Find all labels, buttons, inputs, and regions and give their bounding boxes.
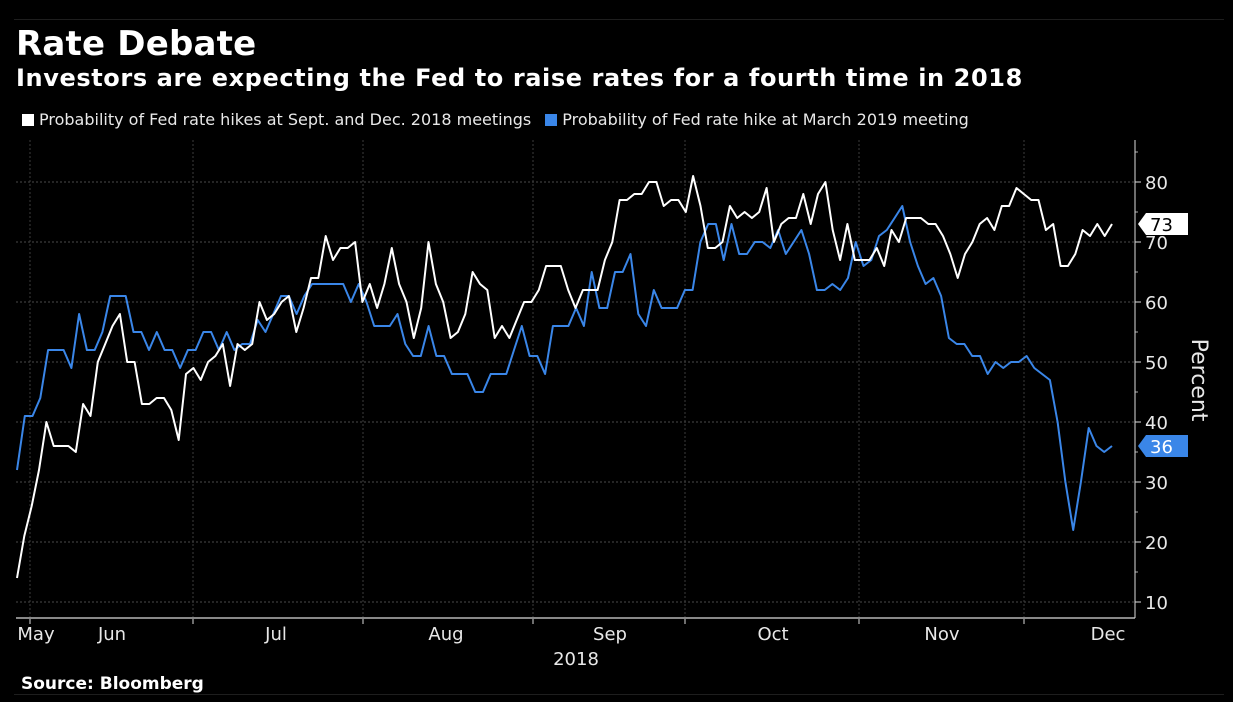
- x-tick-label: Jun: [97, 624, 126, 645]
- legend-swatch-blue: [545, 113, 558, 126]
- series-line-march-2019: [16, 205, 1113, 531]
- y-axis-label: Percent: [1186, 339, 1211, 422]
- legend-item-blue: Probability of Fed rate hike at March 20…: [545, 110, 969, 129]
- y-tick-label: 80: [1145, 173, 1168, 194]
- y-tick-label: 50: [1145, 353, 1168, 374]
- y-tick-label: 70: [1145, 233, 1168, 254]
- y-tick-label: 60: [1145, 293, 1168, 314]
- legend-label-white: Probability of Fed rate hikes at Sept. a…: [39, 110, 532, 129]
- chart-title: Rate Debate: [16, 24, 257, 64]
- y-tick-label: 10: [1145, 593, 1168, 614]
- chart-subtitle: Investors are expecting the Fed to raise…: [16, 64, 1023, 92]
- legend: Probability of Fed rate hikes at Sept. a…: [22, 110, 983, 129]
- legend-item-white: Probability of Fed rate hikes at Sept. a…: [22, 110, 531, 129]
- last-value-tag-white: [1138, 213, 1188, 235]
- legend-swatch-white: [22, 113, 34, 126]
- top-rule: [14, 19, 1224, 20]
- x-tick-label: Oct: [757, 624, 788, 645]
- y-tick-label: 20: [1145, 533, 1168, 554]
- last-value-tag-blue: [1138, 435, 1188, 457]
- x-tick-label: Jul: [264, 624, 287, 645]
- y-tick-label: 30: [1145, 473, 1168, 494]
- x-axis-label: 2018: [553, 649, 599, 670]
- x-tick-label: Aug: [428, 624, 463, 645]
- x-tick-label: Nov: [924, 624, 959, 645]
- legend-label-blue: Probability of Fed rate hike at March 20…: [562, 110, 969, 129]
- y-tick-label: 40: [1145, 413, 1168, 434]
- last-value-label-white: 73: [1150, 215, 1173, 236]
- bottom-rule: [14, 694, 1224, 695]
- x-tick-label: Sep: [593, 624, 627, 645]
- x-tick-label: May: [17, 624, 55, 645]
- x-tick-label: Dec: [1091, 624, 1126, 645]
- source-note: Source: Bloomberg: [21, 674, 204, 694]
- series-line-sept-dec-2018: [16, 175, 1113, 579]
- last-value-label-blue: 36: [1150, 437, 1173, 458]
